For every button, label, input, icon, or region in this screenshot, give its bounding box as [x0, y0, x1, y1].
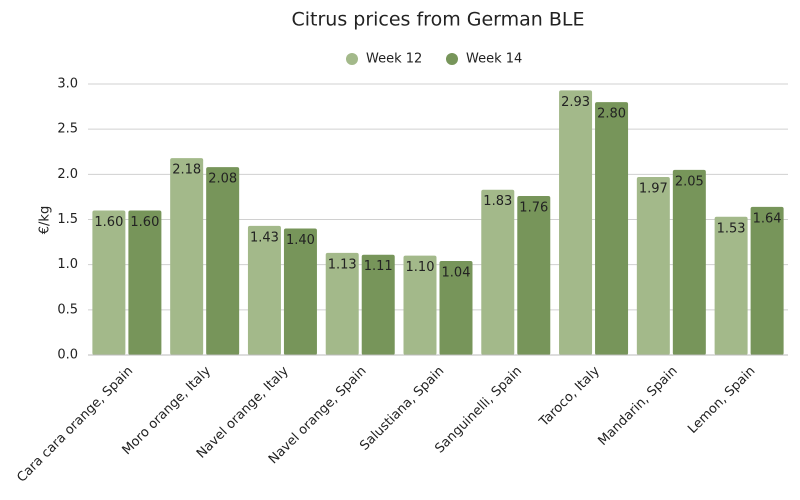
- bar: [206, 167, 240, 355]
- legend-label: Week 14: [466, 52, 522, 67]
- x-tick-label: Mandarin, Spain: [595, 364, 680, 449]
- value-label: 1.40: [286, 233, 315, 248]
- value-label: 1.13: [328, 257, 357, 272]
- legend-marker: [446, 53, 458, 65]
- value-label: 1.97: [639, 182, 668, 197]
- value-label: 1.10: [406, 260, 435, 275]
- bar: [595, 102, 629, 355]
- bar: [636, 177, 670, 355]
- y-tick-label: 1.0: [57, 257, 78, 272]
- bar: [128, 210, 162, 355]
- legend-marker: [346, 53, 358, 65]
- value-label: 1.60: [94, 215, 123, 230]
- value-label: 1.83: [483, 194, 512, 209]
- bar: [247, 225, 281, 355]
- bar: [170, 158, 204, 355]
- value-label: 2.80: [597, 107, 626, 122]
- y-axis-label: €/kg: [38, 206, 53, 234]
- x-tick-label: Sanguinelli, Spain: [432, 364, 525, 457]
- bar: [750, 206, 784, 355]
- bar: [481, 189, 515, 355]
- bar: [517, 196, 551, 355]
- bar: [325, 252, 359, 355]
- value-label: 1.11: [364, 259, 393, 274]
- y-tick-label: 3.0: [57, 77, 78, 92]
- y-tick-label: 0.0: [57, 348, 78, 363]
- bar: [439, 261, 473, 355]
- value-label: 1.43: [250, 230, 279, 245]
- y-tick-label: 1.5: [57, 212, 78, 227]
- bar: [361, 254, 395, 355]
- x-tick-label: Taroco, Italy: [536, 363, 603, 430]
- bar: [559, 90, 593, 355]
- y-tick-label: 2.5: [57, 122, 78, 137]
- value-label: 2.08: [208, 172, 237, 187]
- x-tick-label: Cara cara orange, Spain: [14, 364, 136, 486]
- bar: [92, 210, 126, 355]
- chart-title: Citrus prices from German BLE: [291, 9, 584, 31]
- bar: [283, 228, 317, 355]
- value-label: 1.60: [130, 215, 159, 230]
- value-label: 1.76: [519, 201, 548, 216]
- bar: [403, 255, 437, 355]
- y-tick-label: 0.5: [57, 302, 78, 317]
- value-label: 2.93: [561, 95, 590, 110]
- legend-label: Week 12: [366, 52, 422, 67]
- y-tick-label: 2.0: [57, 167, 78, 182]
- value-label: 2.05: [675, 174, 704, 189]
- bar: [672, 169, 706, 355]
- bar: [714, 216, 748, 355]
- value-label: 1.64: [753, 211, 782, 226]
- value-label: 1.53: [717, 221, 746, 236]
- value-label: 2.18: [172, 163, 201, 178]
- x-tick-label: Lemon, Spain: [685, 364, 758, 437]
- x-tick-label: Salustiana, Spain: [357, 364, 447, 454]
- value-label: 1.04: [442, 266, 471, 281]
